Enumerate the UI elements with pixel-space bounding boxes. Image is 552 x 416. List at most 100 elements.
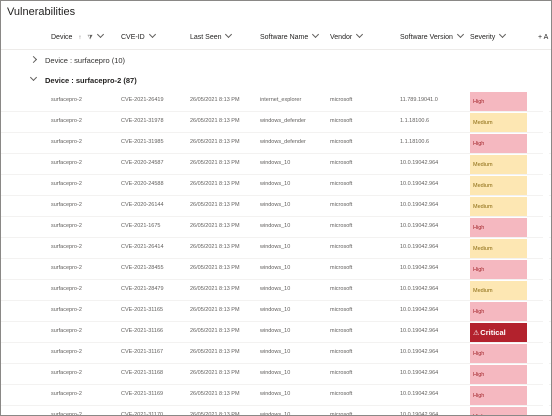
severity-badge: High	[470, 92, 527, 111]
table-row[interactable]: surfacepro-2 CVE-2021-28479 26/05/2021 8:1…	[1, 280, 551, 301]
cell-software: windows_10	[260, 412, 291, 416]
severity-label: High	[473, 351, 485, 357]
severity-badge: High	[470, 302, 527, 321]
cell-version: 10.0.19042.964	[400, 181, 439, 187]
cell-software: windows_10	[260, 328, 291, 334]
chevron-down-icon[interactable]	[29, 73, 38, 82]
cell-cve: CVE-2021-31167	[121, 349, 164, 355]
cell-device: surfacepro-2	[51, 223, 82, 229]
column-header-device[interactable]: Device ↑ ⧩	[51, 30, 104, 42]
severity-badge: Medium	[470, 113, 527, 132]
cell-software: windows_10	[260, 391, 291, 397]
table-row[interactable]: surfacepro-2 CVE-2020-24587 26/05/2021 8:1…	[1, 154, 551, 175]
group-row-surfacepro[interactable]: Device : surfacepro (10)	[1, 51, 551, 71]
column-header-software[interactable]: Software Name	[260, 30, 320, 41]
scrollbar[interactable]	[543, 91, 549, 413]
cell-vendor: microsoft	[330, 391, 353, 397]
column-header-version[interactable]: Software Version	[400, 30, 464, 41]
column-header-cve-label: CVE-ID	[121, 34, 145, 41]
cell-version: 10.0.19042.964	[400, 265, 439, 271]
group-row-surfacepro-2[interactable]: Device : surfacepro-2 (87)	[1, 71, 551, 91]
cell-cve: CVE-2021-26419	[121, 97, 164, 103]
add-column-button[interactable]: + A	[538, 34, 549, 41]
cell-version: 10.0.19042.964	[400, 286, 439, 292]
cell-software: windows_10	[260, 370, 291, 376]
severity-badge: High	[470, 134, 527, 153]
chevron-down-icon[interactable]	[356, 30, 364, 39]
cell-last-seen: 26/05/2021 8:13 PM	[190, 349, 240, 355]
severity-label: Medium	[473, 204, 493, 210]
cell-last-seen: 26/05/2021 8:13 PM	[190, 118, 240, 124]
severity-badge: Medium	[470, 239, 527, 258]
cell-last-seen: 26/05/2021 8:13 PM	[190, 97, 240, 103]
cell-cve: CVE-2021-28455	[121, 265, 164, 271]
table-row[interactable]: surfacepro-2 CVE-2021-26419 26/05/2021 8:1…	[1, 91, 551, 112]
page-title: Vulnerabilities	[7, 6, 76, 18]
cell-device: surfacepro-2	[51, 265, 82, 271]
cell-device: surfacepro-2	[51, 202, 82, 208]
table-row[interactable]: surfacepro-2 CVE-2021-26414 26/05/2021 8:1…	[1, 238, 551, 259]
severity-label: High	[473, 372, 485, 378]
table-header: Device ↑ ⧩ CVE-ID Last Seen Software Nam…	[1, 29, 551, 50]
cell-vendor: microsoft	[330, 328, 353, 334]
cell-device: surfacepro-2	[51, 118, 82, 124]
cell-last-seen: 26/05/2021 8:13 PM	[190, 412, 240, 416]
chevron-down-icon[interactable]	[96, 30, 104, 39]
table-row[interactable]: surfacepro-2 CVE-2021-31167 26/05/2021 8:1…	[1, 343, 551, 364]
cell-software: windows_defender	[260, 139, 306, 145]
table-row[interactable]: surfacepro-2 CVE-2021-31978 26/05/2021 8:1…	[1, 112, 551, 133]
chevron-down-icon[interactable]	[148, 30, 156, 39]
cell-device: surfacepro-2	[51, 244, 82, 250]
column-header-last-seen[interactable]: Last Seen	[190, 30, 233, 41]
cell-cve: CVE-2021-26414	[121, 244, 164, 250]
table-row[interactable]: surfacepro-2 CVE-2021-31169 26/05/2021 8:1…	[1, 385, 551, 406]
severity-badge: Medium	[470, 176, 527, 195]
filter-icon[interactable]: ⧩	[87, 35, 93, 41]
cell-cve: CVE-2021-31166	[121, 328, 164, 334]
severity-label: High	[473, 309, 485, 315]
column-header-severity-label: Severity	[470, 34, 496, 41]
sort-ascending-icon[interactable]: ↑	[78, 35, 82, 41]
cell-version: 10.0.19042.964	[400, 370, 439, 376]
cell-cve: CVE-2021-31985	[121, 139, 164, 145]
column-header-vendor[interactable]: Vendor	[330, 30, 364, 41]
table-row[interactable]: surfacepro-2 CVE-2021-28455 26/05/2021 8:1…	[1, 259, 551, 280]
cell-vendor: microsoft	[330, 118, 353, 124]
cell-version: 10.0.19042.964	[400, 244, 439, 250]
chevron-down-icon[interactable]	[456, 30, 464, 39]
table-row[interactable]: surfacepro-2 CVE-2021-31170 26/05/2021 8:1…	[1, 406, 551, 416]
severity-label: Medium	[473, 162, 493, 168]
table-row[interactable]: surfacepro-2 CVE-2020-26144 26/05/2021 8:1…	[1, 196, 551, 217]
severity-badge: Medium	[470, 155, 527, 174]
chevron-down-icon[interactable]	[225, 30, 233, 39]
column-header-cve[interactable]: CVE-ID	[121, 30, 156, 41]
table-row[interactable]: surfacepro-2 CVE-2021-31985 26/05/2021 8:1…	[1, 133, 551, 154]
cell-software: windows_defender	[260, 118, 306, 124]
table-row[interactable]: surfacepro-2 CVE-2021-31166 26/05/2021 8:1…	[1, 322, 551, 343]
chevron-down-icon[interactable]	[312, 30, 320, 39]
column-header-severity[interactable]: Severity	[470, 30, 507, 41]
chevron-down-icon[interactable]	[499, 30, 507, 39]
severity-label: Critical	[480, 328, 506, 337]
cell-last-seen: 26/05/2021 8:13 PM	[190, 391, 240, 397]
cell-software: windows_10	[260, 223, 291, 229]
cell-vendor: microsoft	[330, 202, 353, 208]
severity-label: High	[473, 225, 485, 231]
column-header-last-seen-label: Last Seen	[190, 34, 222, 41]
chevron-right-icon[interactable]	[29, 55, 38, 64]
severity-label: High	[473, 141, 485, 147]
cell-vendor: microsoft	[330, 160, 353, 166]
cell-last-seen: 26/05/2021 8:13 PM	[190, 370, 240, 376]
severity-badge: Medium	[470, 281, 527, 300]
table-row[interactable]: surfacepro-2 CVE-2020-24588 26/05/2021 8:1…	[1, 175, 551, 196]
table-row[interactable]: surfacepro-2 CVE-2021-31165 26/05/2021 8:1…	[1, 301, 551, 322]
table-row[interactable]: surfacepro-2 CVE-2021-1675 26/05/2021 8:13…	[1, 217, 551, 238]
severity-label: Medium	[473, 288, 493, 294]
severity-label: Medium	[473, 183, 493, 189]
cell-vendor: microsoft	[330, 265, 353, 271]
severity-badge: High	[470, 407, 527, 415]
table-row[interactable]: surfacepro-2 CVE-2021-31168 26/05/2021 8:1…	[1, 364, 551, 385]
cell-vendor: microsoft	[330, 349, 353, 355]
cell-cve: CVE-2020-26144	[121, 202, 164, 208]
